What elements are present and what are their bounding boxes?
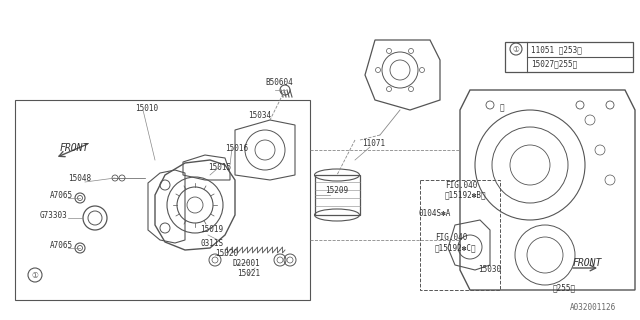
Text: 15021: 15021 xyxy=(237,268,260,277)
Text: 15019: 15019 xyxy=(200,226,223,235)
Text: ①: ① xyxy=(500,103,504,113)
Text: 0104S✽A: 0104S✽A xyxy=(418,209,451,218)
Text: 15034: 15034 xyxy=(248,110,271,119)
Text: FRONT: FRONT xyxy=(573,258,602,268)
Text: G73303: G73303 xyxy=(40,211,68,220)
Text: 15020: 15020 xyxy=(215,249,238,258)
Bar xyxy=(505,42,633,72)
Text: FRONT: FRONT xyxy=(60,143,90,153)
Text: 15015: 15015 xyxy=(208,163,231,172)
Text: 15016: 15016 xyxy=(225,143,248,153)
Text: ①: ① xyxy=(31,270,38,279)
Text: A7065: A7065 xyxy=(50,190,73,199)
Text: FIG.040: FIG.040 xyxy=(435,234,467,243)
Text: 15048: 15048 xyxy=(68,173,91,182)
Text: 11051 〈253〉: 11051 〈253〉 xyxy=(531,45,582,54)
Text: 15010: 15010 xyxy=(135,103,158,113)
Text: 15209: 15209 xyxy=(325,186,348,195)
Text: D22001: D22001 xyxy=(232,259,260,268)
Text: 〈15192✽B〉: 〈15192✽B〉 xyxy=(445,190,486,199)
Text: 〈15192✽C〉: 〈15192✽C〉 xyxy=(435,244,477,252)
Text: 11071: 11071 xyxy=(362,139,385,148)
Text: 15030: 15030 xyxy=(478,266,501,275)
Text: FIG.040: FIG.040 xyxy=(445,180,477,189)
Text: A7065: A7065 xyxy=(50,241,73,250)
Text: B50604: B50604 xyxy=(265,77,292,86)
Text: 〈255〉: 〈255〉 xyxy=(553,284,576,292)
Text: A032001126: A032001126 xyxy=(570,303,616,313)
Text: 0311S: 0311S xyxy=(200,238,223,247)
Text: 15027〈255〉: 15027〈255〉 xyxy=(531,60,577,68)
Text: ①: ① xyxy=(513,44,520,53)
